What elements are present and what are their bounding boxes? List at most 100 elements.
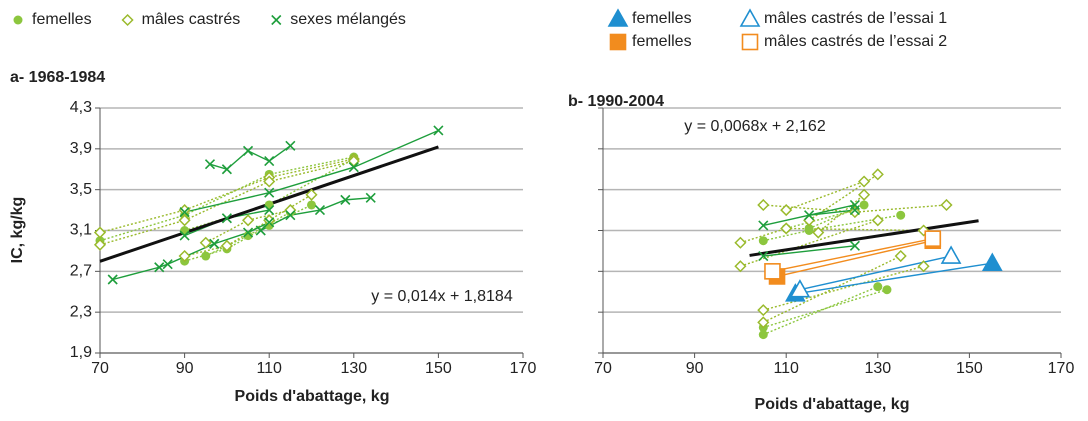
point (285, 140, 296, 151)
point (780, 204, 793, 217)
legend-marker (741, 33, 759, 51)
point (803, 214, 816, 227)
point (243, 231, 253, 241)
point (924, 230, 942, 247)
point (758, 330, 768, 340)
x-axis-label: Poids d'abattage, kg (235, 388, 390, 405)
legend-label: mâles castrés de l’essai 2 (764, 33, 947, 50)
point (201, 251, 211, 261)
point (264, 200, 274, 210)
fit-equation: y = 0,014x + 1,8184 (371, 288, 513, 305)
y-tick-label: 3,9 (70, 140, 92, 157)
y-tick-label: 3,5 (70, 181, 92, 198)
point (154, 262, 165, 273)
point (93, 238, 107, 251)
point (757, 316, 770, 329)
point (178, 249, 191, 263)
point (882, 285, 892, 295)
series-line (799, 255, 952, 291)
legend-label: femelles (632, 10, 692, 27)
series-line (99, 156, 354, 242)
legend-marker (271, 14, 282, 26)
series-line (184, 129, 439, 213)
y-tick-label: 1,9 (70, 344, 92, 361)
point (433, 125, 444, 136)
point (849, 205, 860, 216)
point (264, 217, 275, 228)
fit-equation: y = 0,0068x + 2,162 (684, 118, 826, 135)
legend-marker (13, 15, 23, 25)
series-line (205, 209, 291, 244)
series-line (763, 245, 855, 257)
point (812, 226, 825, 239)
point (199, 236, 212, 249)
legend-marker (739, 8, 761, 27)
point (871, 168, 884, 181)
point (180, 226, 190, 235)
point (264, 187, 275, 198)
point (758, 250, 769, 262)
x-tick-label: 70 (594, 360, 612, 377)
point (242, 145, 254, 156)
legend-marker (121, 13, 134, 27)
series-line (772, 237, 933, 273)
point (242, 227, 254, 238)
x-tick-label: 170 (510, 360, 537, 377)
point (179, 207, 190, 218)
point (804, 223, 814, 233)
legend-label: mâles castrés de l’essai 1 (764, 10, 947, 27)
series-line (817, 194, 865, 234)
point (285, 210, 296, 221)
series-line (112, 243, 215, 281)
legend-marker (607, 8, 629, 27)
point (264, 156, 275, 167)
y-tick-label: 2,7 (70, 263, 92, 280)
x-tick-label: 130 (340, 360, 367, 377)
x-tick-label: 110 (773, 360, 799, 377)
legend-label: mâles castrés (142, 11, 241, 28)
y-tick-label: 2,3 (70, 303, 92, 320)
point (894, 249, 907, 263)
legend-label: sexes mélangés (290, 11, 406, 28)
point (917, 260, 930, 273)
series-line (795, 262, 993, 295)
point (780, 222, 793, 235)
x-tick-label: 170 (1048, 360, 1075, 377)
x-tick-label: 90 (176, 360, 194, 377)
x-tick-label: 150 (956, 360, 983, 377)
series-line (763, 265, 924, 311)
point (209, 238, 220, 249)
legend-label: femelles (32, 11, 92, 28)
point (981, 252, 1003, 271)
point (859, 200, 869, 210)
point (940, 198, 953, 212)
point (757, 198, 770, 212)
series-line (99, 158, 354, 234)
point (307, 200, 316, 210)
x-tick-label: 90 (686, 360, 704, 377)
point (305, 188, 318, 201)
point (764, 263, 781, 280)
panel: 70 90 110 130 150 170 b- 1990-2004 Poids d'abat… (568, 10, 1074, 413)
y-tick-label: 3,1 (70, 222, 92, 239)
point (220, 239, 233, 252)
point (264, 205, 275, 216)
series-line (763, 214, 901, 242)
fit-line (749, 219, 979, 257)
point (857, 175, 871, 188)
point (107, 274, 118, 285)
point (734, 236, 747, 249)
legend-label: femelles (632, 33, 692, 50)
point (314, 205, 326, 216)
series-line (763, 204, 947, 213)
point (93, 226, 107, 239)
x-tick-label: 150 (425, 360, 452, 377)
panel-title: b- 1990-2004 (568, 93, 664, 110)
series-line (809, 209, 855, 216)
point (255, 225, 266, 236)
point (348, 162, 359, 173)
point (179, 230, 190, 241)
panel-title: a- 1968-1984 (10, 69, 105, 86)
series-line (776, 240, 933, 278)
point (758, 236, 768, 246)
